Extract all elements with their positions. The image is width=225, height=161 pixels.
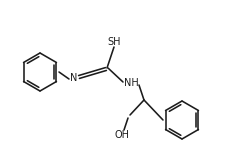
Text: OH: OH xyxy=(115,130,130,140)
Text: N: N xyxy=(70,73,78,83)
Text: NH: NH xyxy=(124,78,138,88)
Text: SH: SH xyxy=(107,37,121,47)
